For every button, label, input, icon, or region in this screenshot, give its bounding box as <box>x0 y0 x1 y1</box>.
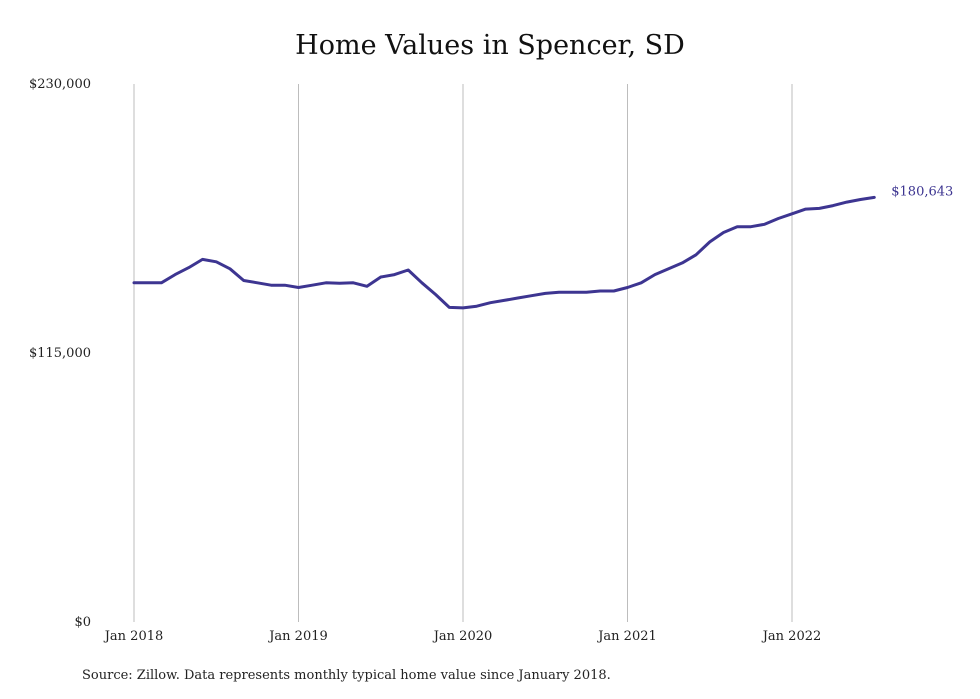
chart-title: Home Values in Spencer, SD <box>295 30 685 61</box>
x-tick-label: Jan 2020 <box>432 629 493 644</box>
x-axis-ticks: Jan 2018 Jan 2019 Jan 2020 Jan 2021 Jan 2022 <box>103 629 822 644</box>
series-line-home-value <box>132 195 876 310</box>
y-tick-label: $0 <box>74 615 91 630</box>
y-tick-label: $115,000 <box>29 346 91 361</box>
y-tick-label: $230,000 <box>29 77 91 92</box>
x-tick-label: Jan 2019 <box>267 629 328 644</box>
x-tick-label: Jan 2021 <box>596 629 657 644</box>
gridlines <box>133 84 793 622</box>
y-axis-ticks: $230,000 $115,000 $0 <box>29 77 91 630</box>
end-value-label: $180,643 <box>891 184 953 199</box>
x-tick-label: Jan 2018 <box>103 629 164 644</box>
source-note: Source: Zillow. Data represents monthly … <box>82 668 611 683</box>
x-tick-label: Jan 2022 <box>761 629 822 644</box>
